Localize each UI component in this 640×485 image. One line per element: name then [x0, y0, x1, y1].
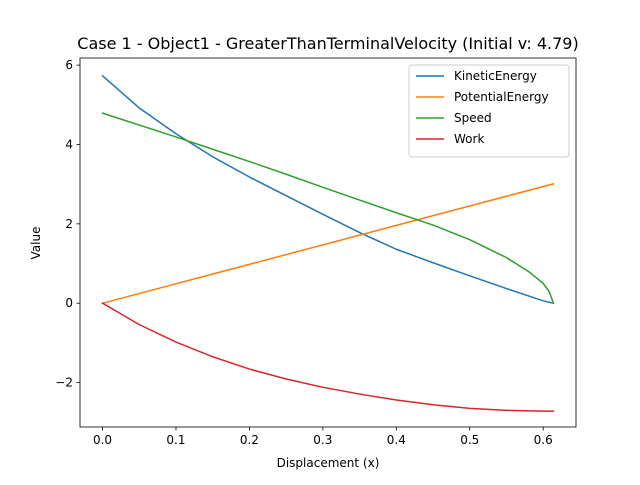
x-axis-label: Displacement (x) — [277, 456, 380, 470]
y-axis-label: Value — [29, 227, 43, 260]
x-tick-label: 0.6 — [534, 433, 553, 447]
x-tick-label: 0.0 — [93, 433, 112, 447]
x-tick-label: 0.4 — [387, 433, 406, 447]
x-tick-label: 0.5 — [460, 433, 479, 447]
y-tick-label: 4 — [65, 137, 73, 151]
legend-label-work: Work — [454, 132, 484, 146]
y-tick-label: 6 — [65, 58, 73, 72]
y-tick-label: −2 — [55, 376, 73, 390]
plot-frame — [79, 57, 577, 428]
x-tick-label: 0.3 — [313, 433, 332, 447]
series-line-speed — [101, 112, 555, 305]
series-line-work — [101, 302, 555, 412]
x-tick-label: 0.1 — [166, 433, 185, 447]
y-tick-label: 0 — [65, 296, 73, 310]
y-tick-label: 2 — [65, 217, 73, 231]
series-line-potentialenergy — [101, 182, 555, 305]
legend: KineticEnergy PotentialEnergy Speed Work — [408, 64, 570, 158]
legend-box — [408, 64, 570, 158]
legend-label-potentialenergy: PotentialEnergy — [454, 90, 549, 104]
x-tick-label: 0.2 — [240, 433, 259, 447]
chart-title: Case 1 - Object1 - GreaterThanTerminalVe… — [77, 34, 578, 53]
legend-label-speed: Speed — [454, 111, 492, 125]
axes: 0.0 0.1 0.2 0.3 0.4 0.5 0.6 −2 0 2 4 6 — [55, 57, 577, 447]
legend-label-kineticenergy: KineticEnergy — [454, 69, 537, 83]
series-line-kineticenergy — [101, 74, 555, 305]
plot-series — [101, 74, 555, 412]
